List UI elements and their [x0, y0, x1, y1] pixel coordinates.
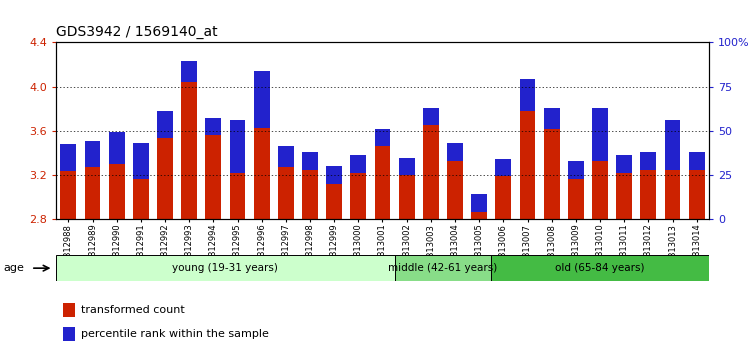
Bar [63, 303, 74, 317]
Bar [616, 173, 632, 219]
Bar [375, 147, 390, 219]
Bar [491, 255, 709, 281]
Text: old (65-84 years): old (65-84 years) [555, 263, 645, 273]
Bar [61, 171, 76, 219]
Bar [544, 108, 560, 129]
Bar [63, 327, 74, 341]
Bar [133, 178, 148, 219]
Bar [592, 108, 608, 161]
Bar [640, 152, 656, 170]
Bar [496, 159, 512, 176]
Bar [278, 167, 294, 219]
Bar [399, 175, 415, 219]
Bar [496, 176, 512, 219]
Bar [592, 161, 608, 219]
Bar [350, 155, 366, 173]
Bar [520, 79, 536, 111]
Bar [206, 118, 221, 135]
Bar [423, 125, 439, 219]
Bar [520, 111, 536, 219]
Bar [664, 170, 680, 219]
Text: young (19-31 years): young (19-31 years) [172, 263, 278, 273]
Bar [158, 111, 172, 138]
Bar [109, 164, 124, 219]
Bar [544, 129, 560, 219]
Bar [688, 170, 704, 219]
Bar [471, 194, 487, 212]
Bar [640, 170, 656, 219]
Text: transformed count: transformed count [81, 305, 184, 315]
Bar [394, 255, 491, 281]
Text: age: age [4, 263, 25, 273]
Bar [375, 129, 390, 147]
Bar [85, 167, 100, 219]
Bar [471, 212, 487, 219]
Text: GDS3942 / 1569140_at: GDS3942 / 1569140_at [56, 25, 217, 39]
Bar [568, 178, 584, 219]
Bar [278, 146, 294, 167]
Bar [302, 170, 318, 219]
Bar [56, 255, 394, 281]
Bar [182, 82, 197, 219]
Text: middle (42-61 years): middle (42-61 years) [388, 263, 497, 273]
Bar [326, 166, 342, 184]
Bar [109, 132, 124, 164]
Bar [230, 120, 245, 173]
Bar [688, 152, 704, 170]
Bar [133, 143, 148, 178]
Bar [664, 120, 680, 170]
Bar [254, 71, 269, 128]
Bar [326, 184, 342, 219]
Bar [423, 108, 439, 125]
Bar [568, 161, 584, 178]
Bar [399, 158, 415, 175]
Bar [182, 61, 197, 82]
Bar [447, 143, 463, 161]
Bar [254, 128, 269, 219]
Bar [85, 141, 100, 167]
Bar [158, 138, 172, 219]
Bar [61, 144, 76, 171]
Bar [302, 152, 318, 170]
Bar [447, 161, 463, 219]
Bar [350, 173, 366, 219]
Bar [616, 155, 632, 173]
Bar [206, 135, 221, 219]
Bar [230, 173, 245, 219]
Text: percentile rank within the sample: percentile rank within the sample [81, 329, 269, 339]
